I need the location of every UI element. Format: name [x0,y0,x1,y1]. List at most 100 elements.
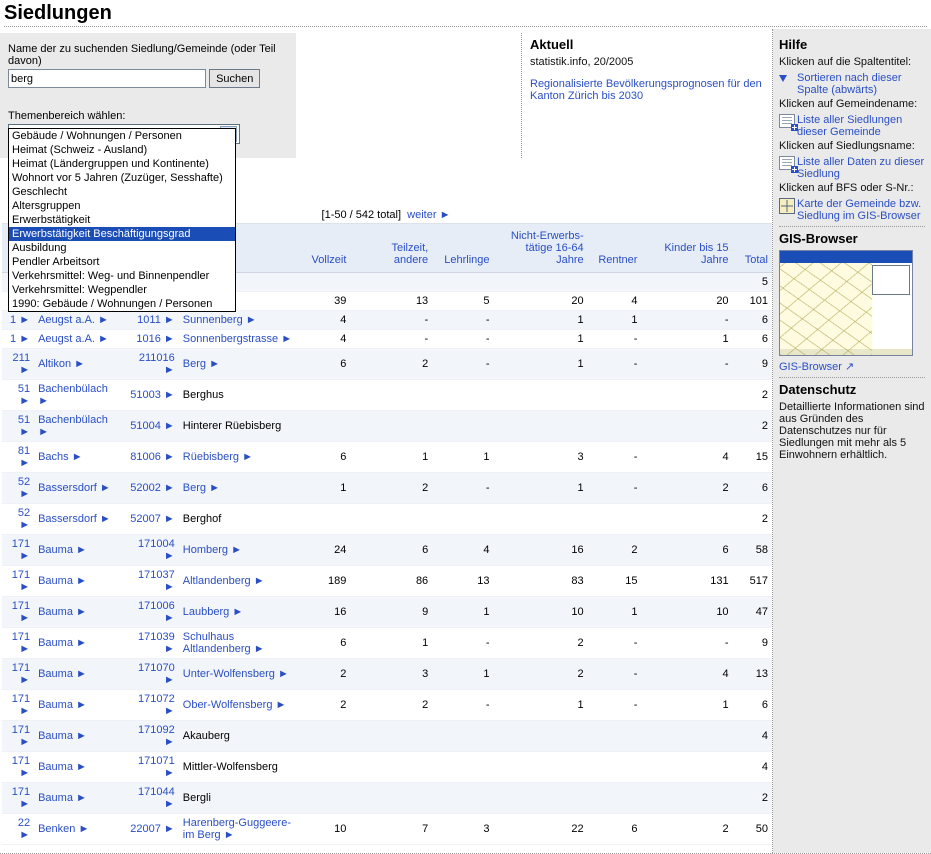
hilfe-link[interactable]: Liste aller Daten zu dieser Siedlung [797,156,925,180]
cell-snr[interactable]: 1016 ► [136,333,174,345]
cell-bfs[interactable]: 171 ► [12,786,30,810]
cell-bfs[interactable]: 171 ► [12,662,30,686]
cell-siedlung[interactable]: Ober-Wolfensberg ► [183,699,287,711]
cell-bfs[interactable]: 51 ► [18,383,30,407]
theme-option[interactable]: Verkehrsmittel: Wegpendler [9,283,235,297]
cell-snr[interactable]: 51003 ► [130,389,175,401]
theme-option[interactable]: Erwerbstätigkeit [9,213,235,227]
cell-gemeinde[interactable]: Bauma ► [38,699,87,711]
cell-gemeinde[interactable]: Bachenbülach ► [38,383,108,407]
cell-siedlung[interactable]: Rüebisberg ► [183,451,253,463]
cell-gemeinde[interactable]: Aeugst a.A. ► [38,333,109,345]
col-lehrlinge[interactable]: Lehrlinge [432,224,493,273]
cell-bfs[interactable]: 22 ► [18,817,30,841]
cell-bfs[interactable]: 171 ► [12,755,30,779]
hilfe-link[interactable]: Karte der Gemeinde bzw. Siedlung im GIS-… [797,198,925,222]
theme-option[interactable]: Heimat (Schweiz - Ausland) [9,143,235,157]
cell-snr[interactable]: 171004 ► [138,538,175,562]
cell-snr[interactable]: 171039 ► [138,631,175,655]
cell-value: 4 [733,721,772,752]
theme-option[interactable]: Gebäude / Wohnungen / Personen [9,129,235,143]
cell-siedlung[interactable]: Sonnenbergstrasse ► [183,333,292,345]
cell-bfs[interactable]: 171 ► [12,631,30,655]
theme-option[interactable]: Ausbildung [9,241,235,255]
cell-gemeinde[interactable]: Bauma ► [38,544,87,556]
theme-option[interactable]: Wohnort vor 5 Jahren (Zuzüger, Sesshafte… [9,171,235,185]
cell-value: 1 [432,597,493,628]
cell-bfs[interactable]: 51 ► [18,414,30,438]
col-nicht[interactable]: Nicht-Erwerbs-tätige 16-64 Jahre [494,224,588,273]
cell-siedlung[interactable]: Unter-Wolfensberg ► [183,668,289,680]
cell-siedlung[interactable]: Berg ► [183,358,220,370]
cell-snr[interactable]: 211016 ► [139,352,175,376]
cell-gemeinde[interactable]: Bachenbülach ► [38,414,108,438]
cell-snr[interactable]: 81006 ► [130,451,175,463]
cell-siedlung[interactable]: Laubberg ► [183,606,243,618]
aktuell-link[interactable]: Regionalisierte Bevölkerungsprognosen fü… [530,78,762,102]
cell-gemeinde[interactable]: Bauma ► [38,761,87,773]
cell-snr[interactable]: 171071 ► [138,755,175,779]
cell-bfs[interactable]: 171 ► [12,538,30,562]
col-rentner[interactable]: Rentner [588,224,642,273]
theme-option[interactable]: Verkehrsmittel: Weg- und Binnenpendler [9,269,235,283]
cell-siedlung[interactable]: Sunnenberg ► [183,314,257,326]
gis-link[interactable]: GIS-Browser ↗ [779,361,854,373]
cell-snr[interactable]: 1011 ► [137,314,175,326]
theme-option[interactable]: Pendler Arbeitsort [9,255,235,269]
cell-bfs[interactable]: 171 ► [12,693,30,717]
col-vollzeit[interactable]: Vollzeit [299,224,350,273]
cell-bfs[interactable]: 81 ► [18,445,30,469]
cell-bfs[interactable]: 171 ► [12,724,30,748]
cell-bfs[interactable]: 171 ► [12,569,30,593]
cell-bfs[interactable]: 52 ► [18,476,30,500]
col-teilzeit[interactable]: Teilzeit, andere [350,224,432,273]
col-total[interactable]: Total [733,224,772,273]
cell-bfs[interactable]: 171 ► [12,600,30,624]
cell-gemeinde[interactable]: Aeugst a.A. ► [38,314,109,326]
cell-snr[interactable]: 171072 ► [138,693,175,717]
cell-value: 2 [733,380,772,411]
cell-gemeinde[interactable]: Bauma ► [38,668,87,680]
cell-siedlung[interactable]: Homberg ► [183,544,242,556]
cell-bfs[interactable]: 1 ► [10,333,30,345]
cell-gemeinde[interactable]: Bachs ► [38,451,83,463]
cell-snr[interactable]: 171044 ► [138,786,175,810]
cell-snr[interactable]: 52002 ► [130,482,175,494]
cell-bfs[interactable]: 211 ► [13,352,31,376]
cell-snr[interactable]: 171006 ► [138,600,175,624]
hilfe-link[interactable]: Sortieren nach dieser Spalte (abwärts) [797,72,925,96]
cell-snr[interactable]: 171070 ► [138,662,175,686]
cell-gemeinde[interactable]: Bauma ► [38,606,87,618]
cell-snr[interactable]: 22007 ► [130,823,175,835]
cell-bfs[interactable]: 52 ► [18,507,30,531]
cell-gemeinde[interactable]: Bauma ► [38,575,87,587]
cell-siedlung[interactable]: Harenberg-Guggeere-im Berg ► [183,817,291,841]
cell-bfs[interactable]: 1 ► [10,314,30,326]
hilfe-link[interactable]: Liste aller Siedlungen dieser Gemeinde [797,114,925,138]
cell-gemeinde[interactable]: Bassersdorf ► [38,482,111,494]
cell-gemeinde[interactable]: Altikon ► [38,358,85,370]
cell-siedlung[interactable]: Altlandenberg ► [183,575,265,587]
theme-option[interactable]: Altersgruppen [9,199,235,213]
theme-option[interactable]: Heimat (Ländergruppen und Kontinente) [9,157,235,171]
cell-siedlung[interactable]: Schulhaus Altlandenberg ► [183,631,265,655]
cell-gemeinde[interactable]: Bauma ► [38,792,87,804]
theme-option[interactable]: 1990: Gebäude / Wohnungen / Personen [9,297,235,311]
cell-snr[interactable]: 171092 ► [138,724,175,748]
cell-snr[interactable]: 52007 ► [130,513,175,525]
cell-gemeinde[interactable]: Bassersdorf ► [38,513,111,525]
theme-option[interactable]: Geschlecht [9,185,235,199]
col-kinder[interactable]: Kinder bis 15 Jahre [641,224,732,273]
cell-gemeinde[interactable]: Bauma ► [38,730,87,742]
cell-gemeinde[interactable]: Benken ► [38,823,89,835]
cell-siedlung[interactable]: Berg ► [183,482,220,494]
cell-gemeinde[interactable]: Bauma ► [38,637,87,649]
cell-value [432,380,493,411]
pager-next[interactable]: weiter ► [407,209,450,221]
search-input[interactable] [8,69,206,88]
cell-snr[interactable]: 171037 ► [138,569,175,593]
theme-option[interactable]: Erwerbstätigkeit Beschäftigungsgrad [9,227,235,241]
gis-thumbnail[interactable] [779,250,913,356]
search-button[interactable]: Suchen [209,69,260,88]
cell-snr[interactable]: 51004 ► [130,420,175,432]
